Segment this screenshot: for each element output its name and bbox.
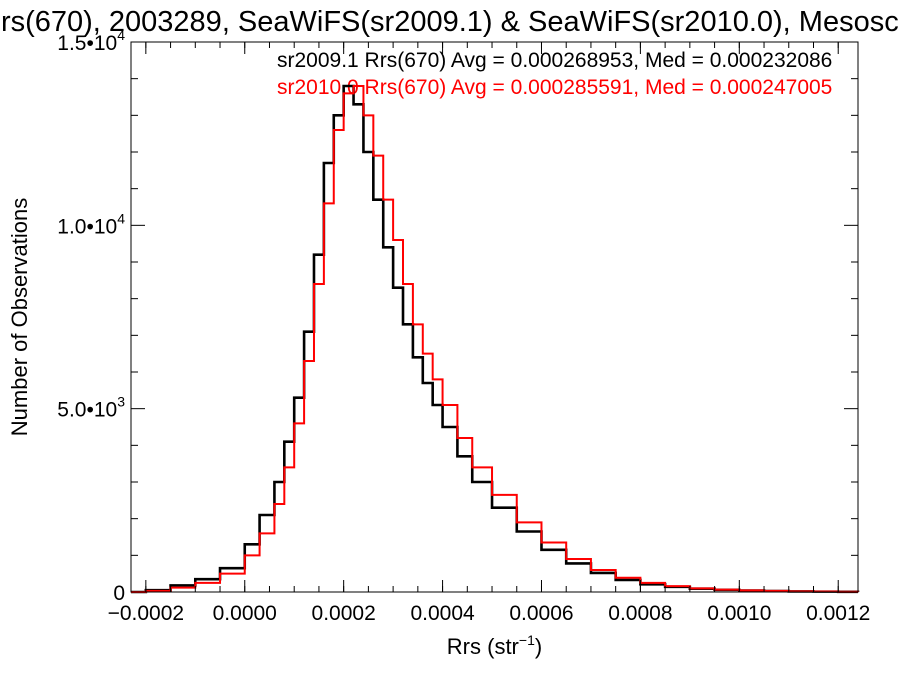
y-tick-label: 1.5•104 [57,27,125,55]
y-axis-ticks: 0 5.0•103 1.0•104 1.5•104 [57,27,858,605]
series-line-sr2010.0 [131,85,859,593]
x-axis-label: Rrs (str−1) [447,632,542,659]
y-tick-label: 1.0•104 [57,210,125,238]
x-tick-label: 0.0008 [608,602,672,625]
series-layer [131,84,860,594]
x-tick-label: 0.0010 [707,602,771,625]
x-tick-label: 0.0000 [213,602,277,625]
series-line-sr2009.1 [131,84,860,594]
plot-frame [130,41,859,593]
x-tick-label: 0.0004 [410,602,475,625]
chart-title: Rrs(670), 2003289, SeaWiFS(sr2009.1) & S… [0,6,900,38]
legend-entry-sr2009: sr2009.1 Rrs(670) Avg = 0.000268953, Med… [277,49,833,72]
legend-entry-sr2010: sr2010.0 Rrs(670) Avg = 0.000285591, Med… [277,76,833,99]
x-tick-label: 0.0006 [509,602,573,625]
y-tick-label: 0 [113,582,125,605]
x-tick-label: −0.0002 [108,602,185,625]
x-tick-label: 0.0012 [806,602,870,625]
y-tick-label: 5.0•103 [57,394,125,422]
x-axis-ticks: −0.0002 0.0000 0.0002 0.0004 0.0006 0.0008 0.0… [108,42,870,625]
y-axis-label: Number of Observations [7,198,32,436]
x-tick-label: 0.0002 [312,602,376,625]
